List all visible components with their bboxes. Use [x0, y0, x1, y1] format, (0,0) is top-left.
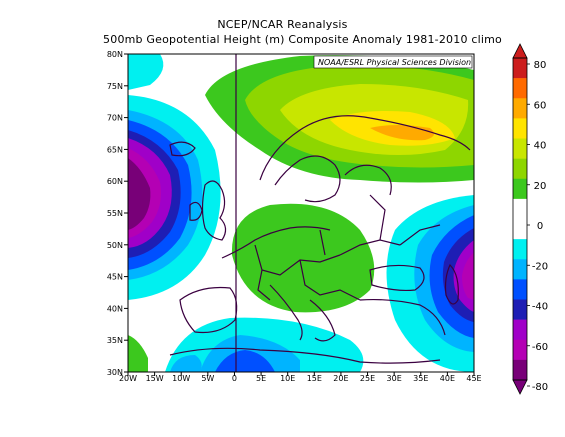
colorbar-swatch — [513, 118, 527, 139]
longitude-label: 10E — [280, 374, 295, 383]
longitude-label: 40E — [440, 374, 455, 383]
credit-box — [313, 55, 473, 69]
colorbar-label: -40 — [532, 302, 548, 313]
longitude-label: 20W — [119, 374, 137, 383]
latitude-labels: 80N 75N 70N 65N 60N 55N 50N 45N 40N 35N 30N — [107, 50, 128, 377]
colorbar-swatch — [513, 279, 527, 300]
colorbar-swatch — [513, 158, 527, 180]
colorbar-swatch — [513, 259, 527, 280]
colorbar-label: 40 — [534, 141, 547, 152]
longitude-label: 35E — [413, 374, 428, 383]
colorbar-swatch — [513, 319, 527, 341]
colorbar-swatch — [513, 239, 527, 260]
longitude-label: 5E — [256, 374, 266, 383]
colorbar-label: -80 — [532, 382, 548, 393]
longitude-label: 0 — [232, 374, 237, 383]
latitude-label: 70N — [107, 114, 123, 123]
latitude-label: 80N — [107, 50, 123, 59]
colorbar-swatch — [513, 299, 527, 320]
colorbar-label: -60 — [532, 342, 548, 353]
colorbar-label: 20 — [534, 181, 547, 192]
colorbar-label: -20 — [532, 261, 548, 272]
coastlines — [169, 115, 471, 364]
latitude-label: 65N — [107, 145, 123, 154]
colorbar-label: 80 — [534, 60, 547, 71]
colorbar-label: 0 — [537, 221, 543, 232]
colorbar-label: 60 — [534, 100, 547, 111]
longitude-label: 10W — [172, 374, 190, 383]
latitude-label: 60N — [107, 177, 123, 186]
chart-subtitle: 500mb Geopotential Height (m) Composite … — [103, 33, 502, 46]
latitude-label: 50N — [107, 241, 123, 250]
longitude-label: 45E — [466, 374, 481, 383]
anomaly-region-central — [231, 203, 375, 313]
colorbar: 80 60 40 20 0 -20 -40 -60 -80 — [512, 43, 548, 395]
longitude-label: 15W — [146, 374, 164, 383]
colorbar-swatch — [513, 219, 527, 240]
colorbar-swatch — [513, 58, 527, 79]
latitude-label: 55N — [107, 209, 123, 218]
anomaly-region-nw — [128, 54, 164, 90]
colorbar-swatch — [513, 78, 527, 99]
longitude-label: 15E — [307, 374, 322, 383]
latitude-label: 45N — [107, 273, 123, 282]
colorbar-swatch — [513, 178, 527, 200]
colorbar-swatch — [513, 359, 527, 381]
map-area — [128, 54, 474, 372]
longitude-label: 30E — [387, 374, 402, 383]
latitude-label: 35N — [107, 336, 123, 345]
longitude-label: 25E — [360, 374, 375, 383]
latitude-label: 40N — [107, 304, 123, 313]
credit-text: NOAA/ESRL Physical Sciences Division — [318, 58, 471, 67]
chart-title: NCEP/NCAR Reanalysis — [217, 18, 348, 31]
colorbar-swatch — [513, 198, 527, 220]
longitude-labels: 20W 15W 10W 5W 0 5E 10E 15E 20E 25E 30E 35E 40E 45E — [119, 372, 482, 383]
latitude-label: 30N — [107, 368, 123, 377]
colorbar-swatch — [513, 98, 527, 119]
colorbar-swatch — [513, 339, 527, 361]
longitude-label: 20E — [333, 374, 348, 383]
latitude-label: 75N — [107, 82, 123, 91]
colorbar-swatch — [513, 138, 527, 159]
longitude-label: 5W — [201, 374, 214, 383]
